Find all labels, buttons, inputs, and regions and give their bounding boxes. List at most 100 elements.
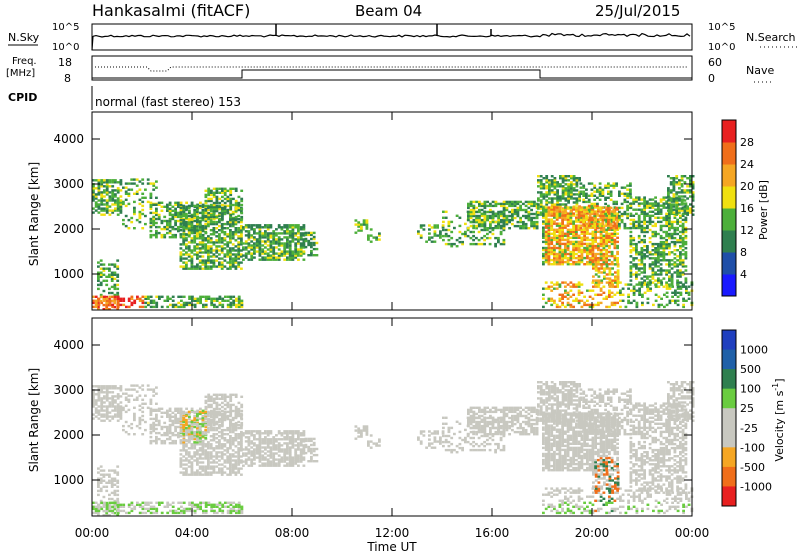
velocity-cell: [160, 407, 164, 410]
power-cell: [198, 247, 202, 250]
power-cell: [185, 265, 188, 268]
power-cell: [610, 218, 614, 221]
power-cell: [266, 258, 270, 261]
power-cell: [196, 263, 199, 266]
velocity-cell: [113, 507, 117, 511]
power-cell: [691, 213, 695, 216]
power-cell: [489, 214, 492, 218]
power-cell: [689, 191, 692, 194]
power-cell: [640, 255, 644, 258]
velocity-cell: [187, 412, 191, 416]
velocity-cell: [122, 408, 125, 412]
power-cell: [580, 258, 584, 262]
power-cell: [643, 210, 646, 213]
velocity-cell: [105, 501, 109, 505]
power-cell: [218, 229, 221, 232]
power-cell: [204, 299, 208, 302]
power-cell: [491, 220, 495, 224]
power-cell: [577, 220, 581, 223]
power-cell: [133, 212, 136, 216]
velocity-cell: [201, 439, 205, 443]
velocity-cell: [138, 394, 142, 397]
power-cell: [539, 183, 543, 186]
power-cell: [486, 218, 489, 222]
power-cell: [605, 295, 608, 298]
power-cell: [675, 201, 679, 204]
power-cell: [561, 211, 565, 214]
power-cell: [229, 187, 233, 190]
power-cell: [542, 252, 545, 256]
power-cell: [651, 198, 655, 201]
power-cell: [442, 210, 445, 213]
power-cell: [240, 220, 243, 224]
power-cell: [97, 261, 100, 264]
power-cell: [561, 193, 565, 196]
power-cell: [157, 225, 161, 229]
power-cell: [119, 183, 123, 186]
power-cell: [188, 303, 191, 307]
power-cell: [588, 258, 592, 262]
power-cell: [662, 240, 666, 244]
velocity-cell: [108, 514, 111, 517]
power-cell: [603, 277, 606, 280]
power-cell: [442, 228, 445, 232]
power-cell: [575, 242, 578, 246]
power-cell: [138, 220, 142, 224]
velocity-cell: [111, 387, 115, 390]
power-cell: [542, 256, 545, 260]
power-cell: [168, 231, 172, 235]
power-cell: [676, 299, 680, 302]
power-cell: [511, 204, 514, 208]
power-cell: [616, 301, 619, 305]
power-cell: [247, 244, 251, 247]
power-cell: [240, 197, 244, 201]
power-cell: [588, 256, 592, 260]
power-cell: [499, 232, 503, 236]
power-cell: [533, 200, 536, 204]
power-cell: [582, 222, 586, 226]
power-cell: [299, 242, 303, 245]
power-cell: [572, 175, 576, 178]
power-cell: [483, 238, 486, 242]
power-cell: [681, 214, 685, 217]
power-cell: [291, 254, 295, 257]
velocity-cell: [196, 453, 199, 456]
power-cell: [269, 258, 273, 261]
power-cell: [357, 229, 361, 232]
power-cell: [665, 214, 668, 217]
power-cell: [467, 218, 470, 222]
power-cell: [237, 206, 241, 210]
velocity-cell: [141, 511, 145, 515]
power-cell: [566, 263, 570, 266]
power-cell: [587, 200, 591, 204]
velocity-cell: [102, 473, 106, 476]
power-cell: [193, 297, 197, 300]
velocity-cell: [185, 453, 188, 456]
power-cell: [567, 183, 570, 186]
velocity-cell: [196, 430, 199, 434]
power-cell: [620, 202, 624, 206]
power-cell: [609, 184, 613, 187]
velocity-cell: [179, 439, 183, 442]
power-cell: [210, 189, 213, 192]
power-cell: [555, 258, 559, 262]
power-cell: [553, 246, 556, 250]
power-cell: [616, 283, 619, 286]
power-cell: [258, 244, 262, 247]
velocity-cell: [171, 419, 175, 423]
power-cell: [160, 221, 164, 225]
power-cell: [591, 305, 595, 309]
power-cell: [604, 218, 607, 222]
power-cell: [623, 222, 627, 226]
power-cell: [648, 220, 652, 224]
power-cell: [533, 227, 536, 230]
power-cell: [141, 196, 145, 199]
power-cell: [497, 220, 500, 224]
power-cell: [626, 208, 629, 212]
power-cell: [160, 219, 164, 223]
velocity-cell: [185, 449, 188, 452]
power-cell: [223, 239, 227, 242]
power-cell: [478, 222, 481, 226]
power-cell: [494, 236, 497, 240]
power-cell: [570, 181, 573, 184]
